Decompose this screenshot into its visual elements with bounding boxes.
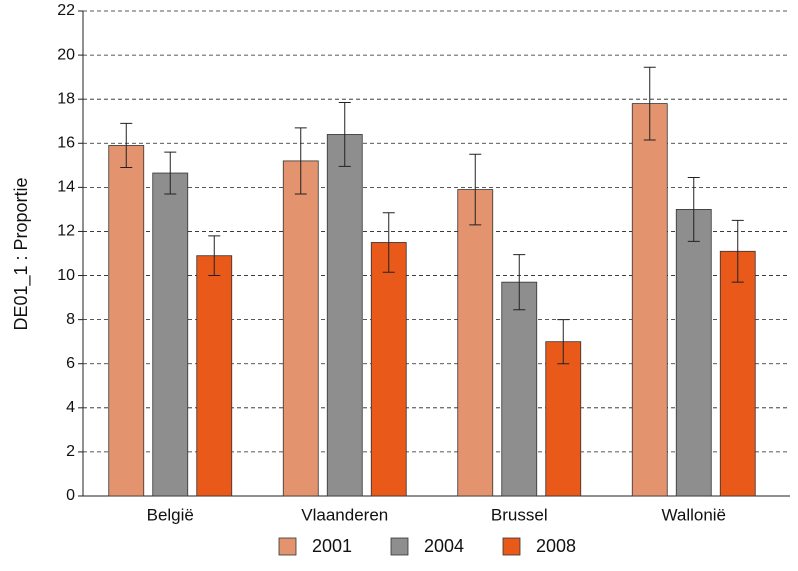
error-bar (469, 153, 482, 226)
x-tick-label: België (147, 505, 194, 524)
error-bar (382, 212, 395, 273)
legend-swatch (278, 537, 297, 556)
bar (457, 189, 494, 497)
x-tick-label: Wallonië (661, 505, 726, 524)
legend-swatch (390, 537, 409, 556)
y-tick-label: 12 (57, 223, 75, 240)
bar (282, 160, 319, 497)
error-bar (643, 66, 656, 141)
y-tick-label: 18 (57, 90, 75, 107)
error-bar (687, 176, 700, 242)
y-tick-label: 2 (66, 443, 75, 460)
legend-swatch (502, 537, 521, 556)
y-tick-label: 8 (66, 311, 75, 328)
y-tick-label: 14 (57, 179, 75, 196)
y-tick-label: 20 (57, 46, 75, 63)
bar (675, 209, 712, 497)
bar (370, 242, 407, 497)
error-bar (208, 235, 221, 277)
bar (501, 281, 538, 497)
error-bar (513, 254, 526, 311)
y-tick-label: 4 (66, 399, 75, 416)
legend-label: 2004 (424, 536, 464, 556)
bar (152, 172, 189, 497)
bar (196, 255, 233, 497)
bar (719, 250, 756, 497)
error-bar (557, 319, 570, 365)
x-tick-label: Vlaanderen (301, 505, 388, 524)
y-tick-label: 22 (57, 2, 75, 19)
bar (108, 145, 145, 497)
legend-label: 2008 (536, 536, 576, 556)
x-tick-label: Brussel (491, 505, 548, 524)
error-bar (338, 101, 351, 167)
bar (545, 341, 582, 497)
y-tick-label: 10 (57, 267, 75, 284)
error-bar (164, 151, 177, 195)
y-axis-label: DE01_1 : Proportie (11, 177, 32, 330)
error-bar (120, 122, 133, 169)
bar (326, 134, 363, 497)
y-tick-label: 16 (57, 134, 75, 151)
y-tick-label: 6 (66, 355, 75, 372)
bar (631, 103, 668, 497)
legend-label: 2001 (312, 536, 352, 556)
error-bar (294, 127, 307, 195)
y-tick-label: 0 (66, 487, 75, 504)
error-bar (731, 219, 744, 283)
